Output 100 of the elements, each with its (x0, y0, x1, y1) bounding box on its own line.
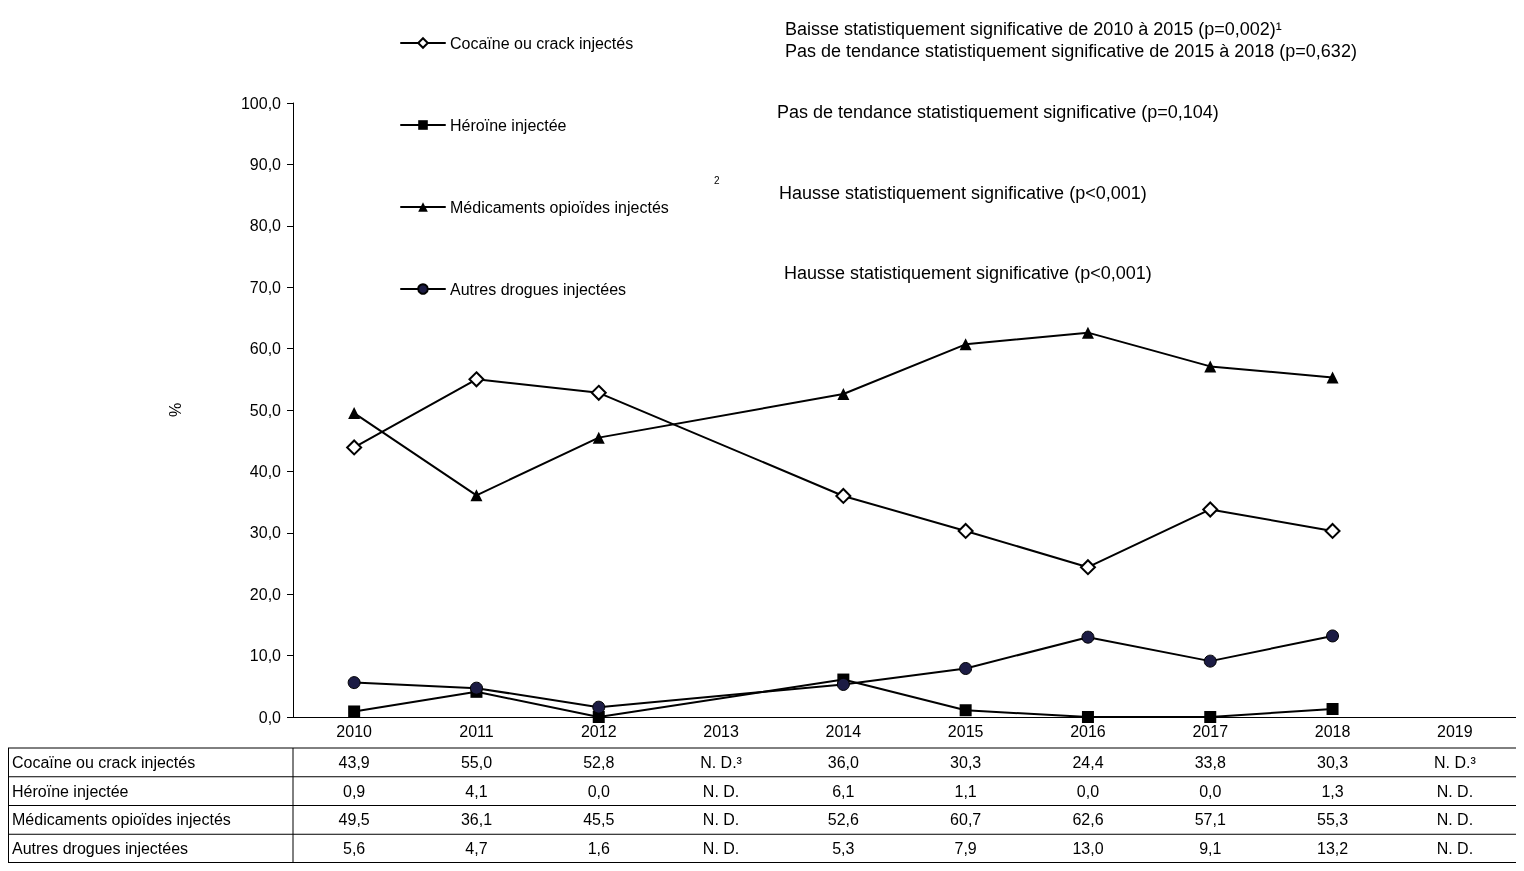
text: N. D. (1436, 840, 1474, 858)
annotation: Hausse statistiquement significative (p<0,001) (784, 263, 1152, 283)
text: Pas de tendance statistiquement significative de 2015 à 2018 (p=0,632) (785, 41, 1357, 61)
data-label: 49,5 (338, 811, 370, 829)
y-tick-label: 0,0 (258, 708, 282, 726)
data-label: 45,5 (583, 811, 615, 829)
data-label: 52,6 (827, 811, 860, 829)
x-tick-label: 2017 (1192, 722, 1229, 740)
point (346, 439, 363, 456)
data-label: 30,3 (1316, 753, 1349, 771)
point (592, 700, 606, 714)
data-label: 0,0 (1199, 782, 1222, 800)
point (469, 681, 483, 695)
data-label: 1,3 (1321, 782, 1344, 800)
point (1203, 654, 1217, 668)
point (957, 522, 974, 539)
x-tick-label: 2012 (580, 722, 617, 740)
data-label: 36,1 (460, 811, 493, 829)
point (1326, 703, 1339, 716)
data-label: 4,7 (465, 840, 488, 858)
text: N. D. (702, 840, 740, 858)
y-tick-label: 70,0 (249, 278, 282, 296)
y-tick-label: 40,0 (249, 462, 282, 480)
y-tick-label: 50,0 (249, 401, 282, 419)
data-label: 5,6 (343, 840, 366, 858)
point (1326, 371, 1339, 384)
data-label: 36,0 (827, 753, 860, 771)
legend-label: Héroïne injectée (450, 116, 567, 134)
text: Médicaments opioïdes injectés (12, 811, 231, 829)
data-label: 9,1 (1199, 840, 1222, 858)
data-label: 30,3 (950, 753, 982, 771)
data-label: 0,9 (343, 782, 366, 800)
legend-label: Cocaïne ou crack injectés (450, 34, 634, 52)
annotation: 2 (714, 174, 720, 186)
text: N. D. (702, 811, 740, 829)
data-label: 7,9 (954, 840, 977, 858)
y-tick-label: 20,0 (249, 585, 282, 603)
point (470, 489, 483, 502)
data-label: 0,0 (587, 782, 610, 800)
point (959, 338, 972, 351)
annotation: Pas de tendance statistiquement significative (p=0,104) (777, 102, 1219, 122)
data-label: 13,2 (1316, 840, 1349, 858)
point (1326, 629, 1340, 643)
data-label: 55,3 (1316, 811, 1349, 829)
point (468, 371, 485, 388)
x-tick-label: 2011 (459, 722, 494, 740)
text: N. D.³ (1433, 753, 1476, 771)
x-tick-label: 2016 (1070, 722, 1106, 740)
point (1202, 501, 1219, 518)
point (1324, 522, 1341, 539)
y-tick-label: 30,0 (249, 524, 282, 542)
x-tick-label: 2014 (825, 722, 862, 740)
point (1079, 559, 1096, 576)
text: N. D. (702, 782, 740, 800)
data-label: 33,8 (1194, 753, 1226, 771)
data-label: 24,4 (1072, 753, 1104, 771)
text: Héroïne injectée (12, 782, 129, 800)
x-tick-label: 2013 (703, 722, 739, 740)
data-label: 1,1 (954, 782, 977, 800)
point (592, 431, 605, 444)
point (959, 662, 973, 675)
point (348, 705, 361, 718)
data-label: 6,1 (832, 782, 855, 800)
text: Autres drogues injectées (12, 840, 189, 858)
point (837, 388, 850, 401)
point (1081, 711, 1094, 723)
text: N. D. (1436, 782, 1474, 800)
point (836, 677, 850, 691)
data-label: 0,0 (1076, 782, 1100, 800)
data-label: 52,8 (583, 753, 615, 771)
data-label: 55,0 (460, 753, 493, 771)
point (959, 704, 972, 717)
legend-label: Médicaments opioïdes injectés (450, 198, 669, 216)
y-axis-title: % (166, 402, 184, 418)
point (590, 384, 607, 401)
annotation: Hausse statistiquement significative (p<0,001) (779, 183, 1147, 203)
point (1081, 630, 1095, 644)
point (347, 676, 361, 690)
text: Cocaïne ou crack injectés (12, 753, 196, 771)
point (1081, 326, 1094, 339)
x-tick-label: 2019 (1437, 722, 1473, 740)
text: Baisse statistiquement significative de 2010 à 2015 (p=0,002)¹ (785, 19, 1282, 39)
legend-label: Autres drogues injectées (450, 280, 627, 298)
point (1204, 711, 1217, 723)
x-tick-label: 2015 (947, 722, 984, 740)
data-label: 57,1 (1194, 811, 1226, 829)
data-label: 4,1 (465, 782, 488, 800)
y-tick-label: 60,0 (249, 340, 282, 358)
y-tick-label: 80,0 (249, 217, 282, 235)
y-tick-label: 100,0 (240, 94, 282, 112)
data-label: 43,9 (338, 753, 370, 771)
y-tick-label: 90,0 (249, 155, 282, 173)
x-tick-label: 2010 (336, 722, 373, 740)
point (348, 407, 361, 420)
point (835, 487, 852, 504)
data-label: 60,7 (950, 811, 982, 829)
x-tick-label: 2018 (1314, 722, 1351, 740)
point (1204, 360, 1217, 373)
data-label: 13,0 (1072, 840, 1104, 858)
y-tick-label: 10,0 (249, 647, 282, 665)
